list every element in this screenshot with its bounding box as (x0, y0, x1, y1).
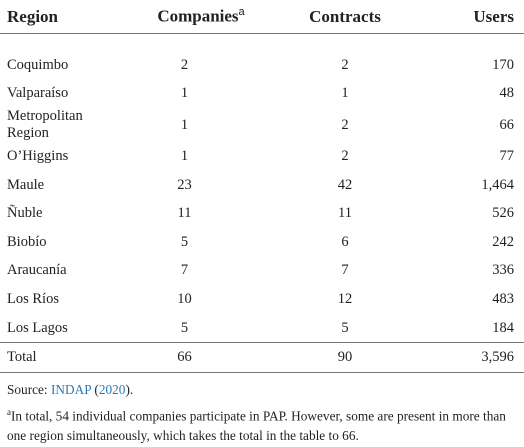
row-label: Valparaíso (7, 85, 69, 102)
table-row: Maule 23 42 1,464 (0, 171, 524, 200)
source-link[interactable]: INDAP (50, 382, 92, 397)
cell: 6 (341, 233, 349, 250)
cell: 11 (177, 205, 192, 222)
table-row: Ñuble 11 11 526 (0, 199, 524, 228)
row-label: Biobío (7, 233, 47, 250)
row-label: O’Higgins (7, 147, 69, 164)
cell: 1 (180, 85, 189, 102)
cell: 7 (341, 262, 349, 279)
row-label: Araucanía (7, 262, 67, 279)
row-label: Ñuble (7, 205, 43, 222)
cell: 42 (337, 176, 353, 193)
table-row: Los Ríos 10 12 483 (0, 285, 524, 314)
table-row: Valparaíso 1 1 48 (0, 80, 524, 109)
row-label: Metropolitan Region (7, 108, 83, 142)
row-label: Maule (7, 176, 45, 193)
table-row: Los Lagos 5 5 184 (0, 314, 524, 343)
row-label: Coquimbo (7, 56, 69, 73)
cell: 66 (96, 342, 273, 373)
cell: 336 (492, 262, 514, 279)
row-label: Total (0, 342, 96, 373)
row-label: Los Ríos (7, 290, 59, 307)
table-row: Total 66 90 3,596 (0, 342, 524, 373)
cell: 242 (492, 233, 514, 250)
cell: 184 (492, 319, 514, 336)
cell: 2 (341, 56, 349, 73)
cell: 12 (337, 290, 353, 307)
table-row: Biobío 5 6 242 (0, 228, 524, 257)
cell: 10 (177, 290, 192, 307)
cell: 66 (499, 116, 515, 133)
source-text: ). (125, 382, 134, 397)
table-body: Coquimbo 2 2 170 Valparaíso 1 1 48 Metropolitan … (0, 34, 524, 373)
table-row: Araucanía 7 7 336 (0, 257, 524, 286)
source-link[interactable]: 2020 (98, 382, 126, 397)
data-table: Region Companiesa Contracts Users Coquim… (0, 0, 524, 373)
source-note: Source: INDAP (2020). (7, 380, 517, 400)
column-header: Users (417, 0, 524, 34)
footnote-marker: a (238, 6, 245, 19)
cell: 2 (180, 56, 189, 73)
cell: 1 (180, 116, 189, 133)
column-header: Region (0, 0, 96, 34)
cell: 170 (492, 56, 514, 73)
header-text: Companies (157, 6, 239, 26)
cell: 5 (180, 233, 189, 250)
cell: 526 (492, 205, 514, 222)
cell: 90 (273, 342, 417, 373)
cell: 5 (180, 319, 189, 336)
source-text: Source: (7, 382, 51, 397)
footnote: aIn total, 54 individual companies parti… (7, 402, 517, 446)
table-row: O’Higgins 1 2 77 (0, 142, 524, 171)
cell: 23 (177, 176, 192, 193)
column-header: Contracts (273, 0, 417, 34)
cell: 11 (338, 205, 352, 222)
cell: 2 (341, 147, 349, 164)
source-text: ( (91, 382, 99, 397)
footnote-marker: a (7, 407, 11, 417)
cell: 5 (341, 319, 349, 336)
cell: 1,464 (481, 176, 514, 193)
cell: 48 (499, 85, 515, 102)
column-header: Companiesa (96, 0, 273, 34)
cell: 2 (341, 116, 349, 133)
cell: 1 (180, 147, 189, 164)
table-row: Metropolitan Region 1 2 66 (0, 108, 524, 142)
table-row: Coquimbo 2 2 170 (0, 34, 524, 80)
row-label: Los Lagos (7, 319, 68, 336)
cell: 1 (341, 85, 349, 102)
cell: 3,596 (417, 342, 524, 373)
footnote-text: In total, 54 individual companies partic… (7, 408, 510, 444)
header-row: Region Companiesa Contracts Users (0, 0, 524, 34)
cell: 7 (180, 262, 189, 279)
cell: 483 (492, 290, 514, 307)
cell: 77 (499, 147, 515, 164)
